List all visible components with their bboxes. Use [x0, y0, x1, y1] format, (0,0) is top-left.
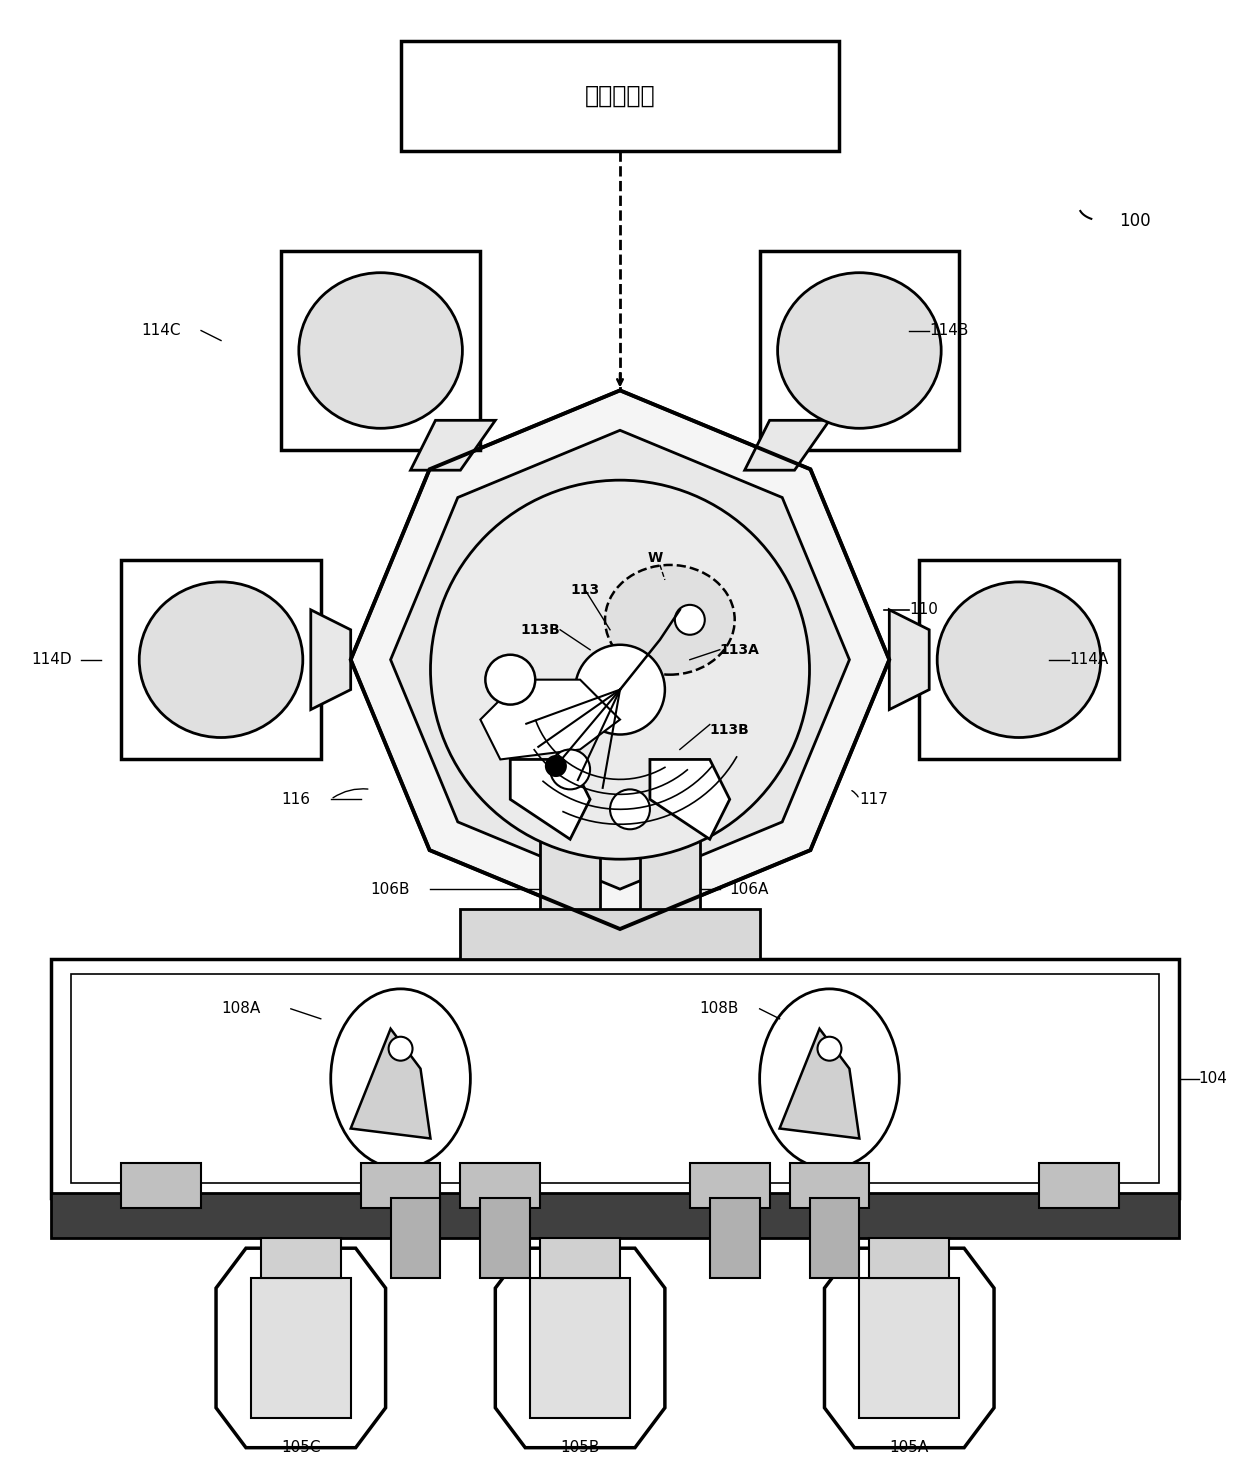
Text: 110: 110	[909, 602, 939, 617]
Polygon shape	[351, 390, 889, 929]
Bar	[51, 1194, 1178, 1238]
Polygon shape	[889, 609, 929, 710]
Polygon shape	[391, 430, 849, 889]
Ellipse shape	[777, 272, 941, 429]
Ellipse shape	[299, 272, 463, 429]
Bar	[72, 973, 1158, 1183]
Polygon shape	[495, 1248, 665, 1448]
Circle shape	[430, 481, 810, 859]
Text: 113A: 113A	[719, 643, 760, 657]
Ellipse shape	[331, 989, 470, 1168]
Polygon shape	[780, 1029, 859, 1139]
Ellipse shape	[760, 989, 899, 1168]
Bar	[919, 561, 1118, 759]
Text: 113: 113	[570, 583, 599, 598]
Bar	[869, 1238, 949, 1278]
Circle shape	[485, 655, 536, 704]
Bar	[810, 1198, 859, 1278]
Text: 113B: 113B	[709, 723, 749, 737]
Text: 108B: 108B	[699, 1001, 739, 1016]
Text: 114A: 114A	[1069, 652, 1109, 667]
Ellipse shape	[605, 565, 735, 674]
Bar	[541, 799, 600, 918]
Polygon shape	[410, 420, 495, 470]
Circle shape	[817, 1037, 842, 1060]
Text: 114C: 114C	[141, 322, 181, 339]
Ellipse shape	[937, 581, 1101, 738]
Circle shape	[610, 790, 650, 830]
Bar	[760, 251, 959, 450]
Bar	[531, 1278, 630, 1418]
Bar	[122, 561, 321, 759]
Text: 114D: 114D	[31, 652, 72, 667]
Bar	[391, 1198, 440, 1278]
Bar	[260, 1238, 341, 1278]
Circle shape	[551, 750, 590, 790]
Bar	[859, 1278, 959, 1418]
Circle shape	[388, 1037, 413, 1060]
Text: 106B: 106B	[371, 881, 410, 896]
Text: 100: 100	[1118, 211, 1151, 229]
Polygon shape	[745, 420, 830, 470]
Text: W: W	[647, 552, 662, 565]
Text: 108A: 108A	[221, 1001, 260, 1016]
Text: 105C: 105C	[281, 1441, 321, 1455]
Polygon shape	[511, 759, 590, 839]
Bar	[460, 910, 760, 958]
Text: 116: 116	[281, 791, 310, 808]
Bar	[122, 1164, 201, 1208]
Text: 113B: 113B	[521, 623, 560, 637]
Ellipse shape	[139, 581, 303, 738]
Bar	[790, 1164, 869, 1208]
Bar	[709, 1198, 760, 1278]
Bar	[480, 1198, 531, 1278]
Text: 104: 104	[1199, 1071, 1228, 1086]
Text: 系统控制器: 系统控制器	[585, 84, 655, 108]
Bar	[281, 251, 480, 450]
Text: 105B: 105B	[560, 1441, 600, 1455]
Text: 114B: 114B	[929, 322, 968, 339]
Bar	[361, 1164, 440, 1208]
Text: 105A: 105A	[889, 1441, 929, 1455]
Circle shape	[575, 645, 665, 735]
Bar	[541, 1238, 620, 1278]
Bar	[460, 1164, 541, 1208]
Polygon shape	[825, 1248, 994, 1448]
Circle shape	[546, 756, 565, 776]
Polygon shape	[351, 1029, 430, 1139]
Polygon shape	[480, 680, 620, 759]
Polygon shape	[311, 609, 351, 710]
Text: 117: 117	[859, 791, 888, 808]
Bar	[689, 1164, 770, 1208]
Polygon shape	[216, 1248, 386, 1448]
Polygon shape	[650, 759, 729, 839]
Bar	[640, 799, 699, 918]
Bar	[1039, 1164, 1118, 1208]
Bar	[51, 958, 1178, 1198]
Bar	[401, 41, 839, 151]
Text: 106A: 106A	[729, 881, 769, 896]
Bar	[250, 1278, 351, 1418]
Circle shape	[675, 605, 704, 634]
